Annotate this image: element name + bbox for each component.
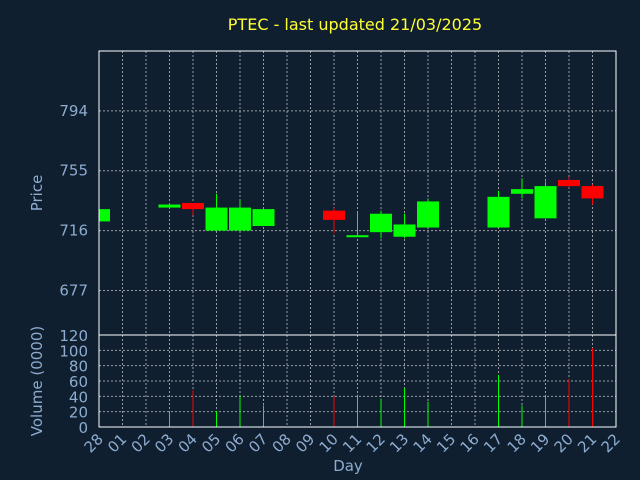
- candle-body-28: [99, 209, 110, 222]
- candle-28: [98, 209, 110, 222]
- volume-tick-40: 40: [69, 388, 88, 406]
- candle-17: [487, 190, 510, 228]
- price-candles: [98, 176, 604, 239]
- x-tick-17: 17: [480, 430, 506, 456]
- candle-body-12: [370, 213, 392, 233]
- x-axis-label: Day: [333, 457, 363, 475]
- candle-20: [558, 176, 580, 188]
- candle-11: [346, 212, 369, 238]
- chart-title: PTEC - last updated 21/03/2025: [228, 15, 482, 34]
- x-tick-04: 04: [175, 430, 201, 456]
- x-tick-16: 16: [457, 430, 483, 456]
- x-tick-11: 11: [339, 430, 365, 456]
- candle-body-10: [323, 210, 345, 220]
- price-tick-677: 677: [59, 281, 88, 299]
- candle-12: [370, 210, 392, 239]
- volume-tick-60: 60: [69, 373, 88, 391]
- candle-body-18: [511, 189, 533, 194]
- candle-body-21: [581, 186, 604, 199]
- x-tick-01: 01: [104, 430, 130, 456]
- candle-19: [534, 181, 557, 219]
- x-tick-10: 10: [316, 430, 342, 456]
- volume-tick-0: 0: [78, 419, 88, 437]
- candle-10: [323, 207, 345, 234]
- x-tick-09: 09: [292, 430, 318, 456]
- x-tick-21: 21: [574, 430, 600, 456]
- price-y-ticks: 677 716 755 794: [59, 102, 88, 300]
- x-tick-22: 22: [598, 430, 624, 456]
- volume-tick-80: 80: [69, 358, 88, 376]
- candle-body-14: [417, 201, 439, 228]
- x-tick-06: 06: [222, 430, 248, 456]
- candle-body-05: [205, 207, 228, 231]
- volume-plot-frame: [98, 334, 617, 428]
- price-tick-755: 755: [59, 162, 88, 180]
- candle-body-04: [182, 202, 204, 210]
- x-tick-20: 20: [551, 430, 577, 456]
- candle-13: [393, 213, 416, 239]
- candle-body-20: [558, 179, 580, 187]
- candle-21: [581, 184, 604, 205]
- candle-body-03: [158, 204, 181, 208]
- x-tick-18: 18: [504, 430, 530, 456]
- volume-axis-label: Volume (0000): [28, 326, 46, 436]
- x-tick-19: 19: [527, 430, 553, 456]
- candle-18: [511, 178, 533, 199]
- candle-04: [182, 202, 204, 216]
- x-tick-07: 07: [245, 430, 271, 456]
- x-tick-02: 02: [128, 430, 154, 456]
- x-tick-14: 14: [410, 430, 436, 456]
- x-tick-05: 05: [198, 430, 224, 456]
- x-tick-03: 03: [151, 430, 177, 456]
- candle-body-13: [393, 224, 416, 237]
- volume-tick-120: 120: [59, 327, 88, 345]
- x-tick-08: 08: [269, 430, 295, 456]
- candle-body-07: [252, 209, 275, 227]
- price-axis-label: Price: [28, 175, 46, 212]
- x-ticks: 2801020304050607080910111213141516171819…: [81, 430, 624, 456]
- x-tick-13: 13: [386, 430, 412, 456]
- volume-tick-20: 20: [69, 404, 88, 422]
- candle-06: [229, 199, 251, 231]
- candle-14: [417, 198, 439, 228]
- candle-07: [252, 207, 275, 227]
- candle-body-17: [487, 196, 510, 228]
- candle-body-06: [229, 207, 251, 231]
- x-tick-12: 12: [363, 430, 389, 456]
- candle-05: [205, 193, 228, 231]
- volume-tick-100: 100: [59, 342, 88, 360]
- price-tick-716: 716: [59, 222, 88, 240]
- candle-body-11: [346, 235, 369, 238]
- candle-body-19: [534, 186, 557, 219]
- price-tick-794: 794: [59, 102, 88, 120]
- candle-03: [158, 202, 181, 210]
- x-tick-15: 15: [433, 430, 459, 456]
- volume-bars: [169, 348, 593, 427]
